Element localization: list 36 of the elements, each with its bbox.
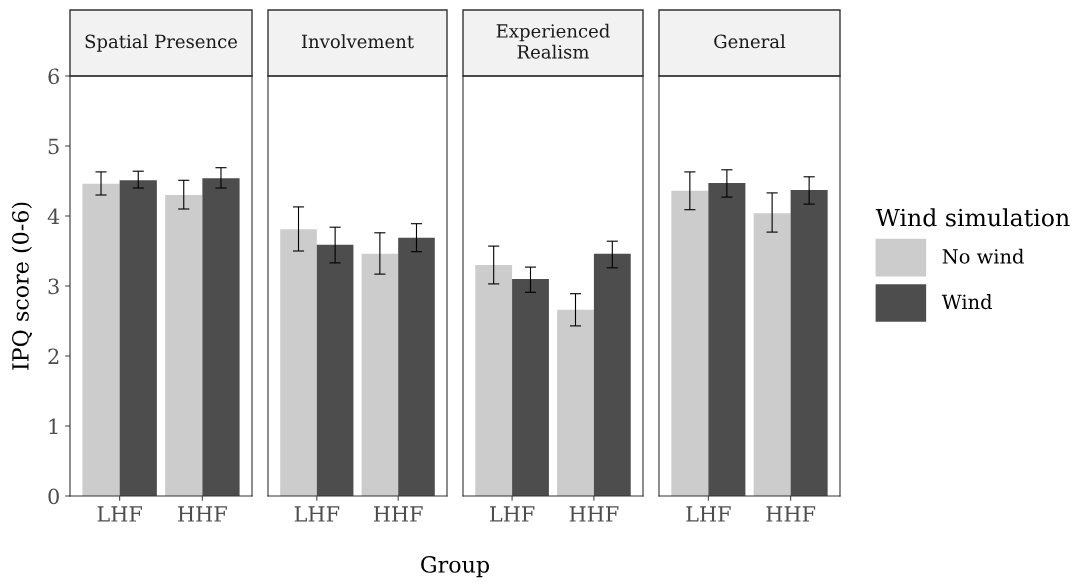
y-tick-label: 0 xyxy=(48,488,59,505)
y-tick-label: 1 xyxy=(49,418,58,434)
x-tick-label: LHF xyxy=(686,506,731,522)
x-tick-label: HHF xyxy=(178,506,227,522)
chart-title: Involvement xyxy=(301,34,414,49)
bar xyxy=(475,265,513,496)
bar xyxy=(671,190,709,496)
bar xyxy=(753,213,791,496)
x-tick-label: HHF xyxy=(373,506,423,522)
x-tick-label: HHF xyxy=(569,506,619,522)
bar xyxy=(557,309,594,496)
x-tick-label: LHF xyxy=(490,506,535,522)
bar xyxy=(512,279,549,496)
x-tick-label: HHF xyxy=(766,506,816,522)
chart-title: Spatial Presence xyxy=(85,34,238,52)
bar xyxy=(316,244,354,496)
x-axis-title: Group xyxy=(421,556,490,578)
legend-label: Wind xyxy=(941,294,992,310)
y-axis-title: IPQ score (0-6) xyxy=(11,202,33,370)
chart-title: Experienced Realism xyxy=(496,23,610,59)
y-tick-label: 3 xyxy=(48,278,59,295)
legend-label: No wind xyxy=(942,248,1024,264)
y-tick-label: 5 xyxy=(48,138,59,155)
chart-title: General xyxy=(714,34,786,49)
bar xyxy=(593,253,631,496)
legend-title: Wind simulation xyxy=(875,208,1070,227)
y-tick-label: 2 xyxy=(48,348,59,364)
y-tick-label: 6 xyxy=(48,68,59,85)
bar xyxy=(398,237,435,496)
bar xyxy=(708,183,746,496)
x-tick-label: LHF xyxy=(97,506,142,522)
y-tick-label: 4 xyxy=(47,208,60,224)
x-tick-label: LHF xyxy=(294,506,340,522)
bar xyxy=(790,190,828,496)
bar xyxy=(361,253,399,496)
bar xyxy=(280,229,317,496)
